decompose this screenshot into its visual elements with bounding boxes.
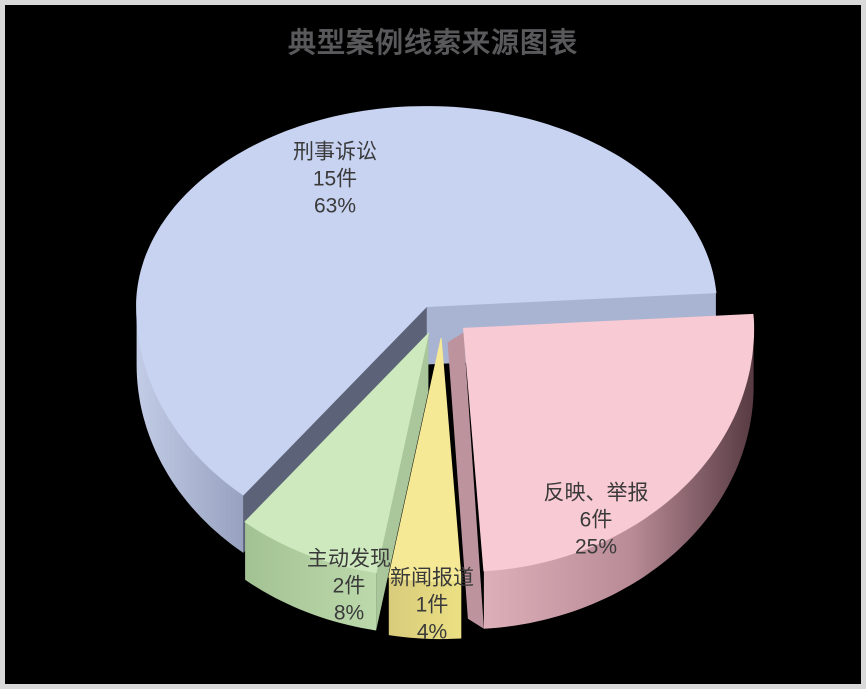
pie-slice-reports-tipoffs-rim — [483, 330, 754, 629]
pie-slice-proactive-discovery-cut-face — [376, 333, 429, 631]
pie-slice-proactive-discovery-rim — [245, 521, 377, 631]
pie-slice-criminal-litigation[interactable] — [136, 106, 717, 496]
chart-title: 典型案例线索来源图表 — [287, 27, 578, 58]
pie-slice-news-reports-rim — [388, 577, 462, 640]
pie-slice-news-reports[interactable] — [388, 337, 462, 582]
pie-slice-proactive-discovery[interactable] — [244, 331, 430, 574]
pie-slice-criminal-litigation-rim — [136, 306, 244, 553]
pie-slice-reports-tipoffs-cut-face — [447, 332, 484, 629]
pie-chart — [136, 106, 755, 640]
pie-slice-reports-tipoffs[interactable] — [463, 313, 755, 572]
